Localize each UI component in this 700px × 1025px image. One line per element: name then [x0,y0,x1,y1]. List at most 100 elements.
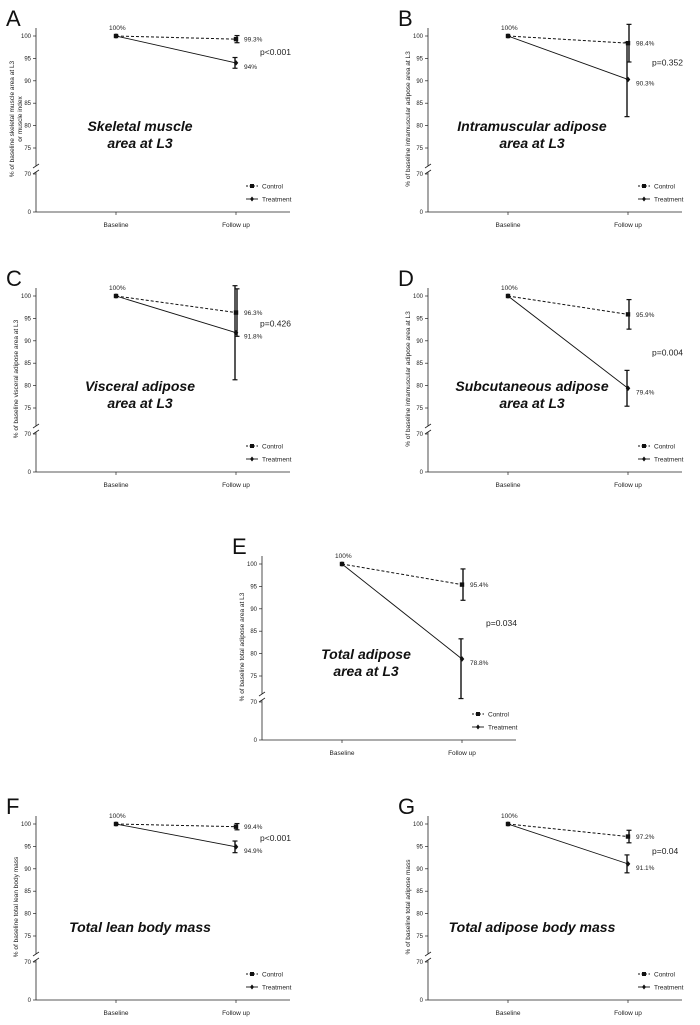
panel-letter: A [6,6,21,31]
legend-marker-control [476,712,480,716]
legend-label-treatment: Treatment [654,985,684,992]
x-tick-label: Baseline [104,1010,129,1017]
series-line-control [507,35,629,44]
x-tick-label: Baseline [104,482,129,489]
data-point-treatment [113,293,119,299]
panel-g: G % of baseline total adipose mass 0 70 75 80… [398,794,684,1017]
y-tick-label: 100 [21,822,32,828]
axis-break-mark [32,163,40,169]
y-tick-label: 100 [21,34,32,40]
panel-b: B % of baseline intramuscular adipose are… [398,6,684,229]
legend-label-control: Control [654,972,676,979]
y-axis-label: % of baseline total lean body mass [13,856,20,957]
legend-label-treatment: Treatment [262,197,292,204]
y-tick-label: 0 [28,998,32,1004]
y-tick-label: 100 [21,294,32,300]
y-axis-label: % of baseline total adipose area at L3 [239,592,246,701]
y-tick-label: 70 [416,172,423,178]
panel-title: area at L3 [499,395,565,411]
y-tick-label: 70 [24,960,31,966]
y-tick-label: 75 [24,406,31,412]
y-tick-label: 75 [250,674,257,680]
data-label-baseline: 100% [109,285,126,292]
y-tick-label: 80 [416,124,423,130]
panel-title: area at L3 [333,663,399,679]
panel-letter: G [398,794,415,819]
x-tick-label: Baseline [496,222,521,229]
data-point-treatment [459,656,465,662]
data-label-treatment: 78.8% [470,660,489,667]
y-tick-label: 95 [416,316,423,322]
data-label-control: 97.2% [636,834,655,841]
legend-marker-control [250,184,254,188]
y-tick-label: 75 [416,406,423,412]
axis-break-mark [32,951,40,957]
legend-marker-treatment [250,984,254,990]
data-point-control [233,310,239,315]
data-point-treatment [233,60,239,66]
legend-marker-control [642,444,646,448]
y-tick-label: 0 [420,998,424,1004]
data-label-treatment: 94.9% [244,848,263,855]
y-tick-label: 80 [24,912,31,918]
data-label-control: 99.4% [244,824,263,831]
legend-label-treatment: Treatment [262,985,292,992]
panel-title: area at L3 [107,395,173,411]
panel-d: D % of baseline intramuscular adipose are… [398,266,684,489]
y-tick-label: 0 [254,738,258,744]
panel-c: C % of baseline visceral adipose area at … [6,266,292,489]
y-tick-label: 85 [416,361,423,367]
y-tick-label: 95 [416,844,423,850]
y-axis-label: % of baseline skeletal muscle area at L3 [9,60,16,177]
y-tick-label: 0 [28,210,32,216]
data-point-control [233,824,239,829]
legend-marker-control [642,184,646,188]
y-tick-label: 85 [416,101,423,107]
y-tick-label: 90 [416,339,423,345]
data-label-baseline: 100% [501,813,518,820]
axis-break-mark [32,169,40,175]
y-tick-label: 85 [416,889,423,895]
legend-label-control: Control [262,972,284,979]
y-tick-label: 70 [250,700,257,706]
y-tick-label: 0 [420,210,424,216]
y-tick-label: 75 [416,934,423,940]
x-tick-label: Follow up [222,482,250,489]
data-label-treatment: 94% [244,64,257,71]
y-tick-label: 80 [250,652,257,658]
legend-label-treatment: Treatment [262,457,292,464]
data-label-control: 96.3% [244,310,263,317]
legend-label-control: Control [488,712,510,719]
y-tick-label: 70 [416,960,423,966]
x-tick-label: Baseline [496,482,521,489]
panel-letter: E [232,534,247,559]
y-tick-label: 95 [250,584,257,590]
data-point-treatment [113,33,119,39]
legend-label-control: Control [262,184,284,191]
y-tick-label: 70 [24,432,31,438]
data-point-control [625,312,631,317]
y-tick-label: 85 [24,101,31,107]
axis-break-mark [424,957,432,963]
series-line-control [507,295,629,315]
series-line-control [115,823,237,828]
y-tick-label: 80 [416,912,423,918]
legend-label-treatment: Treatment [488,725,518,732]
x-tick-label: Follow up [222,1010,250,1017]
legend-label-treatment: Treatment [654,457,684,464]
series-line-treatment [507,295,629,389]
axis-break-mark [258,697,266,703]
y-tick-label: 95 [24,316,31,322]
panel-a: A % of baseline skeletal muscle area at L… [6,6,292,229]
y-axis-label: % of baseline intramuscular adipose area… [405,311,412,447]
p-value: p=0.352 [652,57,683,67]
x-tick-label: Baseline [330,750,355,757]
y-tick-label: 75 [416,146,423,152]
x-tick-label: Follow up [448,750,476,757]
series-line-treatment [115,823,237,848]
x-tick-label: Follow up [614,1010,642,1017]
panel-f: F % of baseline total lean body mass 0 70 75… [6,794,292,1017]
legend-label-treatment: Treatment [654,197,684,204]
panel-letter: B [398,6,413,31]
p-value: p<0.001 [260,833,291,843]
